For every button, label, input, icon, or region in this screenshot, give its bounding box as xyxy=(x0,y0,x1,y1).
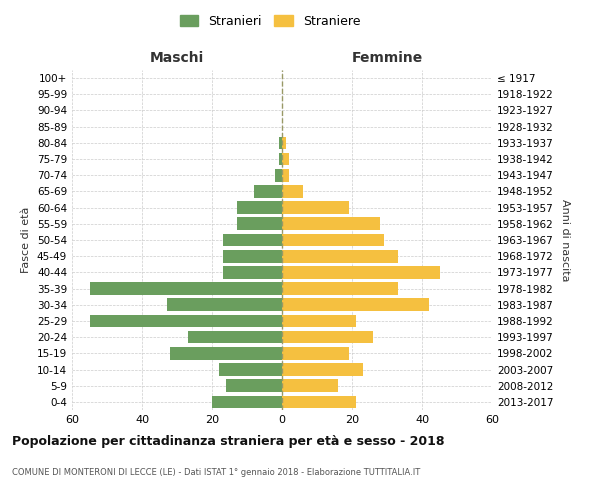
Legend: Stranieri, Straniere: Stranieri, Straniere xyxy=(176,11,364,32)
Bar xyxy=(89,314,282,328)
Bar xyxy=(282,202,349,214)
Bar xyxy=(278,152,282,166)
Bar xyxy=(282,298,429,311)
Bar xyxy=(236,202,282,214)
Text: Maschi: Maschi xyxy=(150,51,204,65)
Bar xyxy=(282,234,383,246)
Bar xyxy=(282,363,362,376)
Bar xyxy=(223,266,282,278)
Bar xyxy=(282,152,289,166)
Bar xyxy=(282,218,380,230)
Bar xyxy=(282,331,373,344)
Bar xyxy=(278,136,282,149)
Bar xyxy=(282,282,398,295)
Bar xyxy=(282,396,355,408)
Bar xyxy=(212,396,282,408)
Bar xyxy=(282,136,286,149)
Bar xyxy=(170,347,282,360)
Bar xyxy=(282,266,439,278)
Bar xyxy=(282,380,338,392)
Bar xyxy=(187,331,282,344)
Bar xyxy=(282,347,349,360)
Bar xyxy=(223,234,282,246)
Bar xyxy=(226,380,282,392)
Text: Popolazione per cittadinanza straniera per età e sesso - 2018: Popolazione per cittadinanza straniera p… xyxy=(12,435,445,448)
Y-axis label: Fasce di età: Fasce di età xyxy=(22,207,31,273)
Text: COMUNE DI MONTERONI DI LECCE (LE) - Dati ISTAT 1° gennaio 2018 - Elaborazione TU: COMUNE DI MONTERONI DI LECCE (LE) - Dati… xyxy=(12,468,420,477)
Bar xyxy=(236,218,282,230)
Bar xyxy=(167,298,282,311)
Bar xyxy=(282,169,289,181)
Y-axis label: Anni di nascita: Anni di nascita xyxy=(560,198,570,281)
Bar xyxy=(282,314,355,328)
Bar xyxy=(282,185,303,198)
Bar xyxy=(223,250,282,262)
Bar xyxy=(282,250,398,262)
Bar xyxy=(275,169,282,181)
Bar xyxy=(89,282,282,295)
Text: Femmine: Femmine xyxy=(352,51,422,65)
Bar xyxy=(219,363,282,376)
Bar xyxy=(254,185,282,198)
